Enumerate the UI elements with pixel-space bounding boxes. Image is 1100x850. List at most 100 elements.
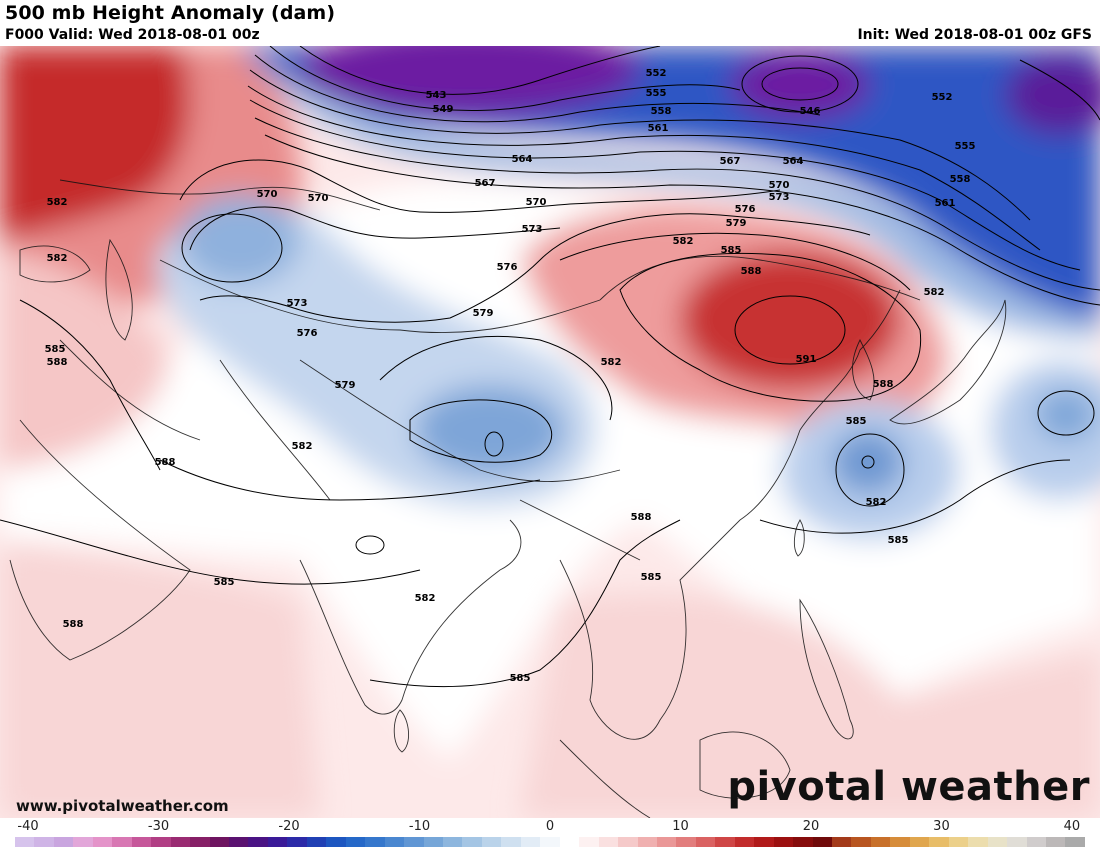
colorbar-tick-label: 30 — [933, 819, 950, 834]
contour-low-closed — [761, 67, 839, 101]
contour-line — [299, 46, 661, 95]
contour-label: 558 — [651, 106, 672, 117]
contour-line — [379, 335, 613, 421]
contour-label: 570 — [769, 180, 790, 191]
geography-lines — [9, 179, 1007, 818]
black-sea-coastline — [19, 245, 91, 283]
colorbar-swatch — [501, 837, 521, 847]
colorbar-swatch — [404, 837, 424, 847]
colorbar-swatch — [929, 837, 949, 847]
colorbar-swatch — [1065, 837, 1085, 847]
colorbar-swatch — [637, 837, 657, 847]
contour-label: 552 — [932, 92, 953, 103]
japan-coastline — [889, 299, 1007, 425]
contour-line — [264, 134, 1100, 306]
contour-low-closed — [835, 433, 905, 507]
contour-line — [199, 213, 871, 323]
contour-label: 591 — [796, 354, 817, 365]
taiwan-negative-core — [832, 430, 904, 494]
contour-label: 570 — [257, 189, 278, 200]
contour-label: 576 — [497, 262, 518, 273]
contour-high-closed — [355, 535, 385, 555]
contour-label: 582 — [601, 357, 622, 368]
contour-label: 588 — [155, 457, 176, 468]
colorbar-swatch — [559, 837, 580, 847]
contour-label: 582 — [866, 497, 887, 508]
contour-label: 546 — [800, 106, 821, 117]
colorbar-swatch — [734, 837, 755, 847]
colorbar-swatch — [92, 837, 113, 847]
colorbar-swatch — [754, 837, 774, 847]
contour-line — [409, 399, 553, 463]
colorbar-swatch — [209, 837, 229, 847]
colorbar-swatch — [53, 837, 74, 847]
southern-pink-region — [0, 540, 320, 818]
colorbar-swatch — [520, 837, 541, 847]
philippines-coastline — [799, 598, 854, 740]
colorbar-swatch — [267, 837, 288, 847]
border-line — [299, 359, 621, 482]
contour-label: 582 — [924, 287, 945, 298]
contour-label: 582 — [47, 197, 68, 208]
contour-line — [249, 99, 1081, 271]
east-asia-positive-core — [680, 250, 900, 390]
border-line — [59, 179, 381, 211]
contour-label: 570 — [526, 197, 547, 208]
contour-line — [369, 519, 681, 688]
colorbar-tick-label: 20 — [802, 819, 820, 834]
contour-label: 585 — [45, 344, 66, 355]
contour-label: 567 — [720, 156, 741, 167]
contour-label: 588 — [873, 379, 894, 390]
colorbar-swatch — [832, 837, 852, 847]
colorbar-tick-label: -10 — [408, 819, 431, 834]
korea-coastline — [852, 338, 875, 401]
colorbar-swatch — [131, 837, 152, 847]
contour-line — [759, 459, 1071, 534]
colorbar-swatch — [968, 837, 988, 847]
contour-labels: 543 549 552 555 558 561 564 567 564 546 552 555 558 5… — [45, 68, 976, 684]
contour-low-closed — [741, 55, 859, 113]
height-contours — [0, 46, 1100, 688]
contour-label: 579 — [335, 380, 356, 391]
colorbar-swatch — [248, 837, 268, 847]
colorbar-tick-label: 10 — [672, 819, 689, 834]
map-title: 500 mb Height Anomaly (dam) — [5, 2, 336, 24]
contour-label: 558 — [950, 174, 971, 185]
height-anomaly-map: 543 549 552 555 558 561 564 567 564 546 552 555 558 5… — [0, 46, 1100, 818]
contour-label: 588 — [47, 357, 68, 368]
colorbar-swatch — [715, 837, 735, 847]
contour-low-closed — [181, 213, 283, 283]
purple-core-far-east — [1005, 55, 1100, 135]
colorbar-swatch — [15, 837, 35, 847]
colorbar-swatch — [870, 837, 891, 847]
contour-low-closed — [861, 455, 875, 469]
colorbar-swatch — [190, 837, 210, 847]
colorbar-tick-label: -20 — [278, 819, 300, 834]
tibet-negative-core — [415, 385, 565, 475]
colorbar-tick-label: 40 — [1063, 819, 1081, 834]
contour-label: 582 — [415, 593, 436, 604]
caspian-coastline — [105, 238, 133, 341]
colorbar-swatch — [948, 837, 969, 847]
india-coastline — [299, 519, 522, 715]
colorbar-swatch — [987, 837, 1008, 847]
contour-label: 570 — [308, 193, 329, 204]
contour-line — [247, 85, 1041, 251]
colorbar-swatch — [1026, 837, 1047, 847]
sumatra-coastline — [559, 739, 651, 818]
contour-label: 564 — [783, 156, 804, 167]
colorbar-swatch — [442, 837, 463, 847]
contour-label: 588 — [741, 266, 762, 277]
colorbar-swatch — [384, 837, 405, 847]
contour-label: 585 — [888, 535, 909, 546]
sri-lanka-coastline — [393, 709, 409, 753]
colorbar-swatch — [890, 837, 910, 847]
contour-label: 561 — [648, 123, 669, 134]
contour-label: 582 — [673, 236, 694, 247]
contour-line — [0, 519, 421, 585]
colorbar-tick-label: -40 — [17, 819, 39, 834]
colorbar-swatch — [34, 837, 54, 847]
contour-line — [249, 69, 1031, 221]
contour-label: 585 — [214, 577, 235, 588]
colorbar-swatch — [287, 837, 307, 847]
